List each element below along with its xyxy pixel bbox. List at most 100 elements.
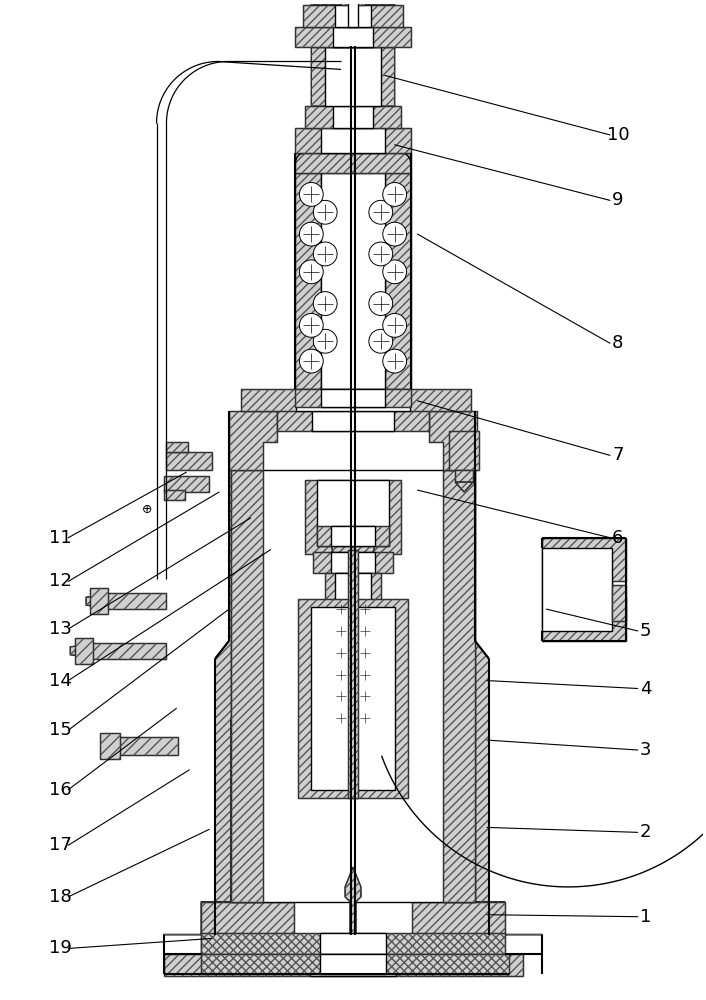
Polygon shape — [167, 452, 212, 470]
Polygon shape — [87, 643, 167, 659]
Polygon shape — [331, 546, 375, 583]
Polygon shape — [325, 573, 381, 601]
Bar — [317, 480, 389, 546]
Polygon shape — [164, 490, 186, 500]
Bar — [331, 552, 375, 573]
Bar — [333, 29, 373, 47]
Bar — [335, 5, 371, 27]
Polygon shape — [100, 733, 120, 759]
Bar — [331, 526, 375, 546]
Circle shape — [358, 624, 372, 638]
Polygon shape — [612, 585, 626, 621]
Polygon shape — [295, 389, 411, 407]
Text: 5: 5 — [640, 622, 652, 640]
Polygon shape — [295, 153, 411, 173]
Polygon shape — [102, 593, 167, 609]
Bar — [311, 607, 395, 790]
Circle shape — [313, 292, 337, 315]
Circle shape — [358, 689, 372, 703]
Text: 2: 2 — [640, 823, 652, 841]
Bar — [321, 389, 385, 407]
Polygon shape — [306, 106, 400, 128]
Circle shape — [369, 200, 393, 224]
Polygon shape — [114, 737, 179, 755]
Circle shape — [334, 668, 348, 682]
Polygon shape — [373, 47, 395, 106]
Polygon shape — [277, 401, 429, 431]
Polygon shape — [167, 442, 189, 452]
Circle shape — [334, 646, 348, 660]
Circle shape — [299, 260, 323, 284]
Circle shape — [383, 222, 407, 246]
Circle shape — [334, 602, 348, 616]
Polygon shape — [299, 599, 407, 798]
Text: 9: 9 — [612, 191, 623, 209]
Circle shape — [383, 260, 407, 284]
Text: 7: 7 — [612, 446, 623, 464]
Text: ⊕: ⊕ — [141, 503, 152, 516]
Bar — [321, 954, 385, 974]
Circle shape — [383, 183, 407, 206]
Circle shape — [299, 313, 323, 337]
Polygon shape — [412, 902, 505, 935]
Text: 13: 13 — [49, 620, 72, 638]
Circle shape — [299, 222, 323, 246]
Polygon shape — [241, 389, 471, 411]
Polygon shape — [311, 0, 395, 5]
Text: 14: 14 — [49, 672, 72, 690]
Circle shape — [383, 313, 407, 337]
Polygon shape — [313, 552, 393, 573]
Polygon shape — [542, 538, 626, 641]
Circle shape — [334, 624, 348, 638]
Polygon shape — [295, 173, 321, 389]
Bar — [321, 128, 385, 153]
Text: 15: 15 — [49, 721, 72, 739]
Bar — [231, 470, 475, 902]
Polygon shape — [345, 867, 361, 935]
Polygon shape — [311, 47, 333, 106]
Bar — [333, 106, 373, 128]
Text: 11: 11 — [49, 529, 72, 547]
Bar — [333, 27, 373, 47]
Circle shape — [299, 349, 323, 373]
Polygon shape — [455, 482, 473, 492]
Circle shape — [313, 200, 337, 224]
Polygon shape — [201, 902, 294, 935]
Polygon shape — [201, 937, 489, 954]
Polygon shape — [231, 470, 263, 902]
Polygon shape — [90, 588, 108, 614]
Polygon shape — [164, 470, 263, 935]
Polygon shape — [76, 638, 93, 664]
Text: 19: 19 — [49, 939, 72, 957]
Polygon shape — [304, 5, 402, 27]
Text: 18: 18 — [49, 888, 72, 906]
Bar — [311, 954, 395, 976]
Circle shape — [358, 711, 372, 725]
Bar — [297, 389, 409, 411]
Bar — [335, 573, 371, 601]
Circle shape — [313, 242, 337, 266]
Bar — [325, 47, 381, 106]
Circle shape — [369, 242, 393, 266]
Circle shape — [313, 329, 337, 353]
Circle shape — [358, 668, 372, 682]
Bar — [312, 401, 394, 431]
Circle shape — [383, 349, 407, 373]
Polygon shape — [164, 476, 209, 492]
Bar — [321, 933, 385, 954]
Polygon shape — [443, 470, 542, 935]
Bar — [348, 0, 358, 27]
Text: 4: 4 — [640, 680, 652, 698]
Polygon shape — [306, 480, 400, 554]
Polygon shape — [449, 431, 479, 470]
Polygon shape — [164, 954, 522, 976]
Polygon shape — [229, 411, 277, 470]
Polygon shape — [317, 526, 389, 546]
Polygon shape — [70, 645, 87, 657]
Text: 3: 3 — [640, 741, 652, 759]
Circle shape — [358, 602, 372, 616]
Polygon shape — [295, 128, 411, 153]
Text: 16: 16 — [49, 781, 72, 799]
Polygon shape — [86, 595, 102, 607]
Text: 10: 10 — [606, 126, 629, 144]
